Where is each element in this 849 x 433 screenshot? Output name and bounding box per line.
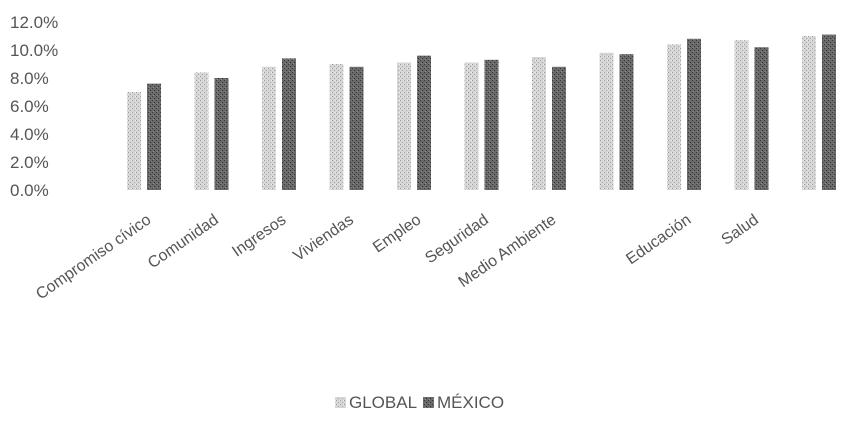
bar-global-1 bbox=[194, 72, 209, 190]
category-label: Salud bbox=[719, 211, 762, 248]
bar-global-0 bbox=[127, 92, 141, 190]
y-tick-label: 8.0% bbox=[10, 69, 49, 88]
bar-méxico-7 bbox=[619, 54, 634, 191]
category-label: Ingresos bbox=[229, 211, 289, 260]
bar-global-3 bbox=[329, 64, 344, 190]
bar-méxico-3 bbox=[349, 66, 364, 190]
bar-global-5 bbox=[464, 62, 479, 190]
bar-global-6 bbox=[532, 57, 546, 190]
bar-méxico-2 bbox=[282, 58, 296, 191]
y-tick-label: 10.0% bbox=[10, 41, 58, 60]
bar-méxico-8 bbox=[687, 38, 701, 190]
legend-swatch-global bbox=[335, 397, 346, 408]
category-label: Comunidad bbox=[145, 211, 222, 272]
bar-global-10 bbox=[802, 36, 816, 190]
legend-label-méxico: MÉXICO bbox=[437, 393, 504, 412]
bar-méxico-10 bbox=[822, 34, 836, 190]
bar-méxico-9 bbox=[754, 47, 769, 191]
y-tick-label: 6.0% bbox=[10, 97, 49, 116]
bar-global-4 bbox=[397, 62, 411, 190]
bar-global-9 bbox=[734, 40, 749, 191]
bar-méxico-6 bbox=[552, 66, 566, 190]
bar-méxico-4 bbox=[417, 55, 431, 190]
category-label: Compromiso cívico bbox=[33, 211, 154, 303]
y-tick-label: 2.0% bbox=[10, 153, 49, 172]
legend: GLOBAL MÉXICO bbox=[335, 393, 504, 412]
bar-global-2 bbox=[262, 66, 276, 190]
y-tick-label: 0.0% bbox=[10, 181, 49, 200]
category-label: Educación bbox=[623, 211, 694, 268]
bars bbox=[127, 34, 836, 191]
y-tick-label: 12.0% bbox=[10, 13, 58, 32]
bar-méxico-5 bbox=[484, 59, 499, 190]
category-label: Empleo bbox=[370, 211, 424, 256]
bar-global-7 bbox=[599, 52, 614, 190]
category-label: Viviendas bbox=[290, 211, 356, 265]
y-tick-label: 4.0% bbox=[10, 125, 49, 144]
y-axis-ticks: 0.0% 2.0% 4.0% 6.0% 8.0% 10.0% 12.0% bbox=[10, 13, 58, 200]
legend-label-global: GLOBAL bbox=[349, 393, 417, 412]
bar-méxico-0 bbox=[147, 83, 161, 190]
bar-global-8 bbox=[667, 44, 681, 191]
bar-méxico-1 bbox=[214, 78, 229, 190]
legend-swatch-méxico bbox=[423, 397, 434, 408]
